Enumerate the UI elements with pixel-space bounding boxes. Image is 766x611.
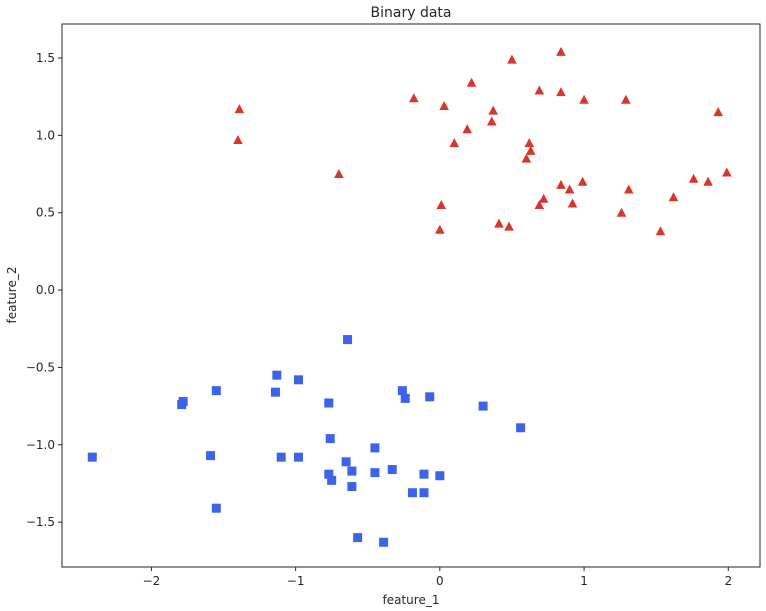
square-marker <box>516 423 526 433</box>
triangle-marker <box>722 167 732 177</box>
square-marker <box>397 386 407 396</box>
square-marker <box>419 488 429 498</box>
chart-title: Binary data <box>371 5 452 21</box>
triangle-marker <box>449 138 460 148</box>
y-axis: −1.5 −1.0 −0.5 0.0 0.5 1.0 1.5 <box>26 51 62 529</box>
square-marker <box>276 452 286 462</box>
square-marker <box>325 434 335 444</box>
x-axis-label: feature_1 <box>383 593 440 607</box>
x-tick-label: 2 <box>724 574 732 588</box>
square-marker <box>343 335 353 345</box>
y-tick-label: −0.5 <box>26 360 55 374</box>
square-marker <box>327 475 337 485</box>
triangle-marker <box>703 176 713 186</box>
square-marker <box>419 469 429 479</box>
square-marker <box>370 443 380 453</box>
square-marker <box>211 386 221 396</box>
triangle-marker <box>668 192 679 202</box>
triangle-marker <box>579 94 589 104</box>
square-marker <box>379 537 389 547</box>
square-marker <box>353 533 363 543</box>
square-marker <box>435 471 445 481</box>
triangle-marker <box>623 184 634 194</box>
triangle-marker <box>234 104 245 114</box>
triangle-marker <box>538 193 549 203</box>
square-marker <box>87 452 97 462</box>
square-marker <box>324 469 334 479</box>
triangle-marker <box>504 221 514 231</box>
square-marker <box>206 451 216 461</box>
triangle-marker <box>439 100 449 110</box>
triangle-marker <box>688 173 699 183</box>
square-marker <box>370 468 380 478</box>
plot-frame <box>61 23 761 568</box>
triangle-marker <box>521 153 532 163</box>
square-marker <box>324 398 334 408</box>
triangle-marker <box>655 226 666 236</box>
triangle-marker <box>621 94 631 104</box>
x-tick-label: 1 <box>580 574 588 588</box>
triangle-marker <box>466 77 477 87</box>
triangle-marker <box>534 85 545 95</box>
x-tick-label: 0 <box>436 574 444 588</box>
x-tick-label: −2 <box>143 574 161 588</box>
square-marker <box>272 370 282 380</box>
triangle-marker <box>564 184 575 194</box>
triangle-marker <box>435 224 445 234</box>
triangle-marker <box>488 105 499 115</box>
square-marker <box>400 393 410 403</box>
square-marker <box>347 466 357 476</box>
y-tick-label: 1.5 <box>36 51 55 65</box>
square-marker <box>387 465 397 475</box>
triangle-marker <box>534 200 545 209</box>
square-marker <box>425 392 435 402</box>
triangle-marker <box>507 54 517 64</box>
square-marker <box>347 482 357 492</box>
triangle-marker <box>334 169 344 179</box>
triangle-marker <box>494 218 504 228</box>
y-tick-label: 0.5 <box>36 206 55 220</box>
square-marker <box>178 396 188 406</box>
square-marker <box>478 401 488 411</box>
triangle-marker <box>556 87 566 97</box>
square-marker <box>270 387 280 397</box>
triangle-marker <box>556 179 566 189</box>
x-tick-label: −1 <box>287 574 305 588</box>
square-marker <box>294 375 304 385</box>
y-axis-label: feature_2 <box>5 267 19 324</box>
y-tick-label: −1.5 <box>26 515 55 529</box>
triangle-marker <box>713 107 723 117</box>
triangle-marker <box>616 207 627 217</box>
triangle-marker <box>409 93 419 103</box>
triangle-marker <box>525 145 536 155</box>
triangle-marker <box>436 200 447 209</box>
square-marker <box>294 452 304 462</box>
y-tick-label: 0.0 <box>36 283 55 297</box>
y-tick-label: 1.0 <box>36 128 55 142</box>
triangle-marker <box>233 135 243 145</box>
triangle-marker <box>567 198 578 208</box>
square-marker <box>211 503 221 513</box>
triangle-marker <box>462 124 473 134</box>
triangle-marker <box>556 46 566 56</box>
triangle-marker <box>486 116 497 126</box>
square-marker <box>407 488 417 498</box>
data-markers <box>87 46 732 547</box>
triangle-marker <box>577 176 588 186</box>
square-marker <box>341 457 351 467</box>
x-axis: −2 −1 0 1 2 <box>143 567 732 588</box>
y-tick-label: −1.0 <box>26 438 55 452</box>
triangle-marker <box>524 138 535 148</box>
